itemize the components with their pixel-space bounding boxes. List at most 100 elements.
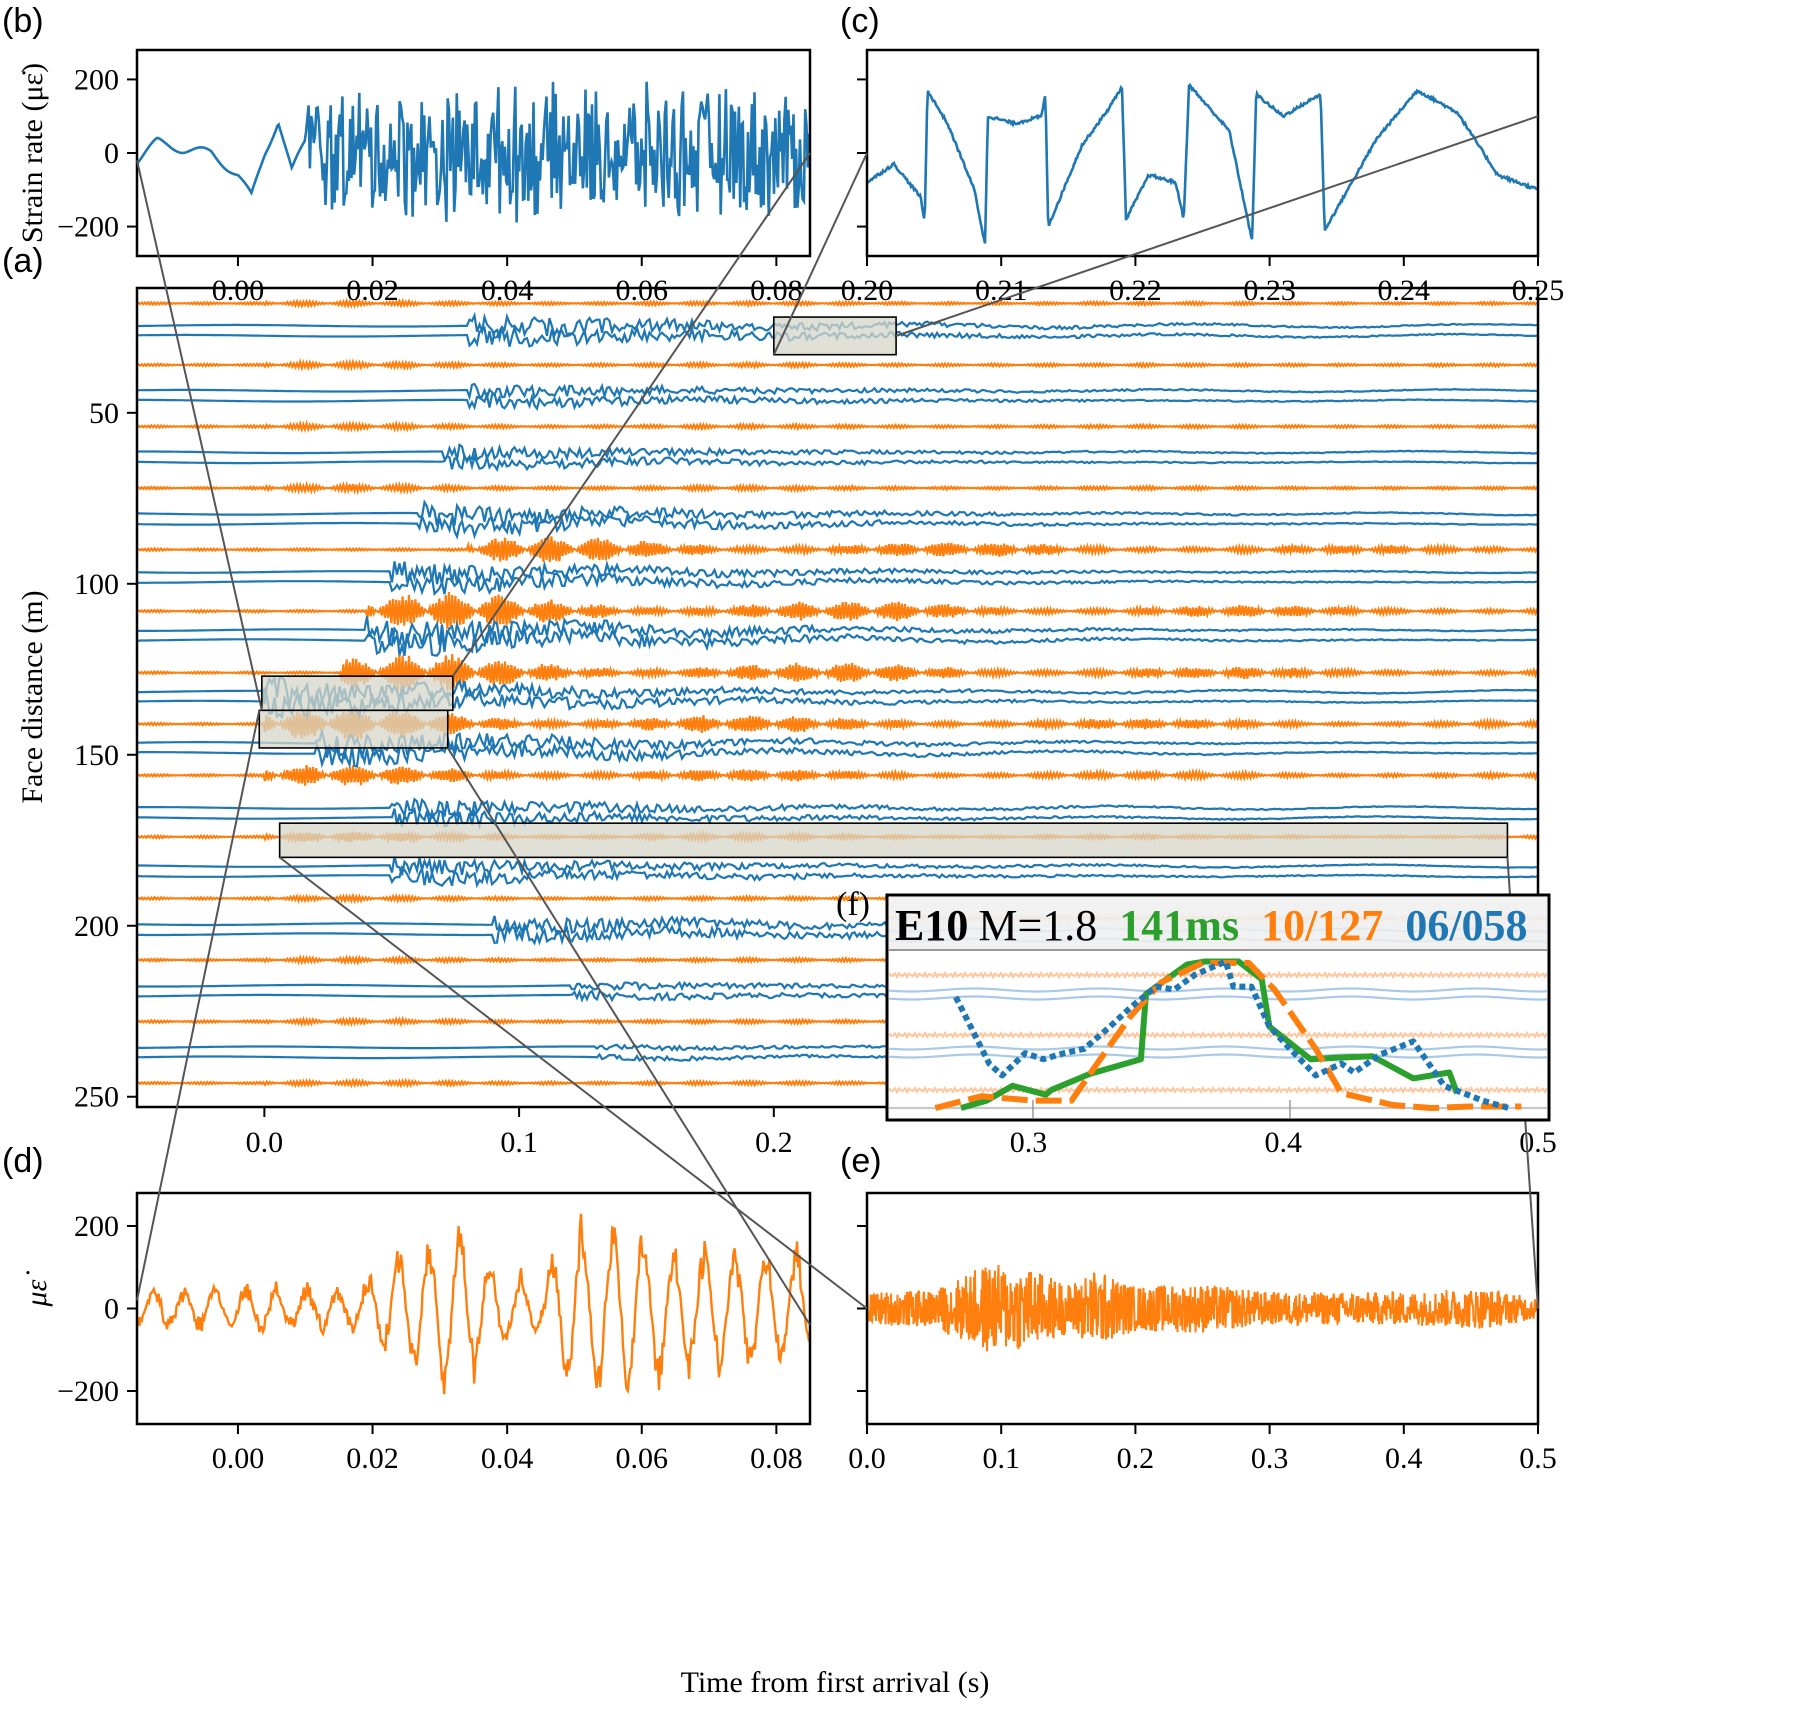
f-title: E10 M=1.8 141ms 10/127 06/058 xyxy=(895,901,1528,950)
das-trace xyxy=(138,499,1537,528)
y-tick-label: 0 xyxy=(104,1293,119,1326)
x-tick-label: 0.2 xyxy=(1117,1442,1155,1475)
x-tick-label: 0.08 xyxy=(750,1442,803,1475)
zoom-box-d xyxy=(258,709,449,749)
y-tick-label: 200 xyxy=(74,1210,119,1243)
zoom-box-e xyxy=(278,822,1509,859)
connector-b-right xyxy=(452,152,811,677)
c-x-ticks: 0.20 0.21 0.22 0.23 0.24 0.25 xyxy=(841,256,1565,307)
b-y-ticks: 200 0 −200 xyxy=(57,63,137,244)
geophone-trace xyxy=(138,765,1537,786)
das-trace xyxy=(138,559,1537,585)
e-y-ticks xyxy=(857,1225,867,1392)
x-tick-label: 0.5 xyxy=(1519,1126,1557,1159)
panel-e-geophone-zoom: 0.0 0.1 0.2 0.3 0.4 0.5 xyxy=(848,1191,1557,1475)
x-tick-label: 0.24 xyxy=(1378,274,1431,307)
b-trace xyxy=(138,81,809,223)
f-faded-trace xyxy=(889,995,1547,1001)
y-tick-label: 200 xyxy=(74,63,119,96)
panel-b-das-zoom: 0.00 0.02 0.04 0.06 0.08 200 0 −200 Strain rat… xyxy=(16,48,812,307)
a-y-ticks: 50 100 150 200 250 xyxy=(74,397,137,1114)
c-axes-frame xyxy=(865,48,1540,258)
f-faded-trace xyxy=(889,1030,1547,1040)
x-tick-label: 0.4 xyxy=(1385,1442,1423,1475)
a-x-ticks: 0.0 0.1 0.2 0.3 0.4 0.5 xyxy=(246,1107,1557,1159)
y-tick-label: 200 xyxy=(74,910,119,943)
x-tick-label: 0.20 xyxy=(841,274,894,307)
zoom-connector-lines xyxy=(136,115,1539,1326)
das-trace xyxy=(138,382,1537,401)
connector-c-left xyxy=(772,152,868,356)
x-tick-label: 0.22 xyxy=(1109,274,1162,307)
x-tick-label: 0.4 xyxy=(1265,1126,1303,1159)
zoom-box-b xyxy=(261,675,454,712)
das-trace xyxy=(138,443,1537,462)
f-title-part: M=1.8 xyxy=(978,901,1097,950)
y-tick-label: −200 xyxy=(57,211,119,244)
das-trace xyxy=(138,452,1537,473)
d-y-ticks: 200 0 −200 xyxy=(57,1210,137,1408)
x-tick-label: 0.21 xyxy=(975,274,1028,307)
geophone-trace xyxy=(138,419,1537,434)
c-trace xyxy=(868,82,1537,244)
geophone-trace xyxy=(138,480,1537,496)
f-title-part: 141ms xyxy=(1119,901,1239,950)
a-y-axis-title: Face distance (m) xyxy=(16,590,49,803)
d-x-ticks: 0.00 0.02 0.04 0.06 0.08 xyxy=(212,1424,803,1475)
y-tick-label: −200 xyxy=(57,1375,119,1408)
x-tick-label: 0.04 xyxy=(481,1442,534,1475)
x-tick-label: 0.00 xyxy=(212,1442,265,1475)
x-tick-label: 0.06 xyxy=(616,274,669,307)
das-trace xyxy=(138,569,1537,597)
connector-d-right xyxy=(446,747,811,1326)
das-trace xyxy=(138,806,1537,830)
y-tick-label: 250 xyxy=(74,1081,119,1114)
d-y-axis-title: με̇ xyxy=(20,1271,53,1308)
c-strain-rate-line xyxy=(868,82,1537,244)
x-tick-label: 0.25 xyxy=(1512,274,1565,307)
das-trace xyxy=(138,391,1537,412)
panel-label-f: (f) xyxy=(836,886,870,923)
f-title-part: E10 xyxy=(895,901,968,950)
c-y-ticks xyxy=(857,78,867,228)
x-tick-label: 0.0 xyxy=(246,1126,284,1159)
x-tick-label: 0.2 xyxy=(755,1126,793,1159)
y-tick-label: 50 xyxy=(89,397,119,430)
x-tick-label: 0.02 xyxy=(346,274,399,307)
y-tick-label: 150 xyxy=(74,739,119,772)
y-tick-label: 100 xyxy=(74,568,119,601)
d-strain-rate-line xyxy=(138,1213,809,1395)
e-strain-rate-line xyxy=(868,1264,1537,1352)
f-title-part: 06/058 xyxy=(1405,901,1527,950)
panel-label-b: (b) xyxy=(2,2,44,40)
geophone-trace xyxy=(138,536,1537,563)
panel-d-geophone-zoom: 0.00 0.02 0.04 0.06 0.08 200 0 −200 με̇ xyxy=(20,1191,812,1475)
x-tick-label: 0.1 xyxy=(500,1126,538,1159)
y-tick-label: 0 xyxy=(104,137,119,170)
connector-d-left xyxy=(136,710,261,1301)
x-axis-title: Time from first arrival (s) xyxy=(681,1666,990,1699)
geophone-trace xyxy=(138,592,1537,629)
x-tick-label: 0.08 xyxy=(750,274,803,307)
f-title-part: 10/127 xyxy=(1261,901,1383,950)
x-tick-label: 0.02 xyxy=(346,1442,399,1475)
b-x-ticks: 0.00 0.02 0.04 0.06 0.08 xyxy=(212,256,803,307)
das-trace xyxy=(138,739,1537,769)
zoom-box-c xyxy=(773,316,897,356)
b-y-axis-title: Strain rate (με̇) xyxy=(16,63,49,243)
d-trace xyxy=(138,1213,809,1395)
panel-label-e: (e) xyxy=(840,1142,882,1180)
f-title-band xyxy=(889,897,1547,949)
f-faded-trace xyxy=(889,1053,1547,1059)
x-tick-label: 0.0 xyxy=(848,1442,886,1475)
das-trace xyxy=(138,512,1537,540)
connector-c-right xyxy=(895,115,1539,337)
x-tick-label: 0.04 xyxy=(481,274,534,307)
connector-b-left xyxy=(136,160,263,711)
x-tick-label: 0.00 xyxy=(212,274,265,307)
b-strain-rate-line xyxy=(138,81,809,223)
geophone-trace xyxy=(138,297,1537,310)
das-trace xyxy=(138,626,1537,657)
panel-label-c: (c) xyxy=(840,2,880,40)
